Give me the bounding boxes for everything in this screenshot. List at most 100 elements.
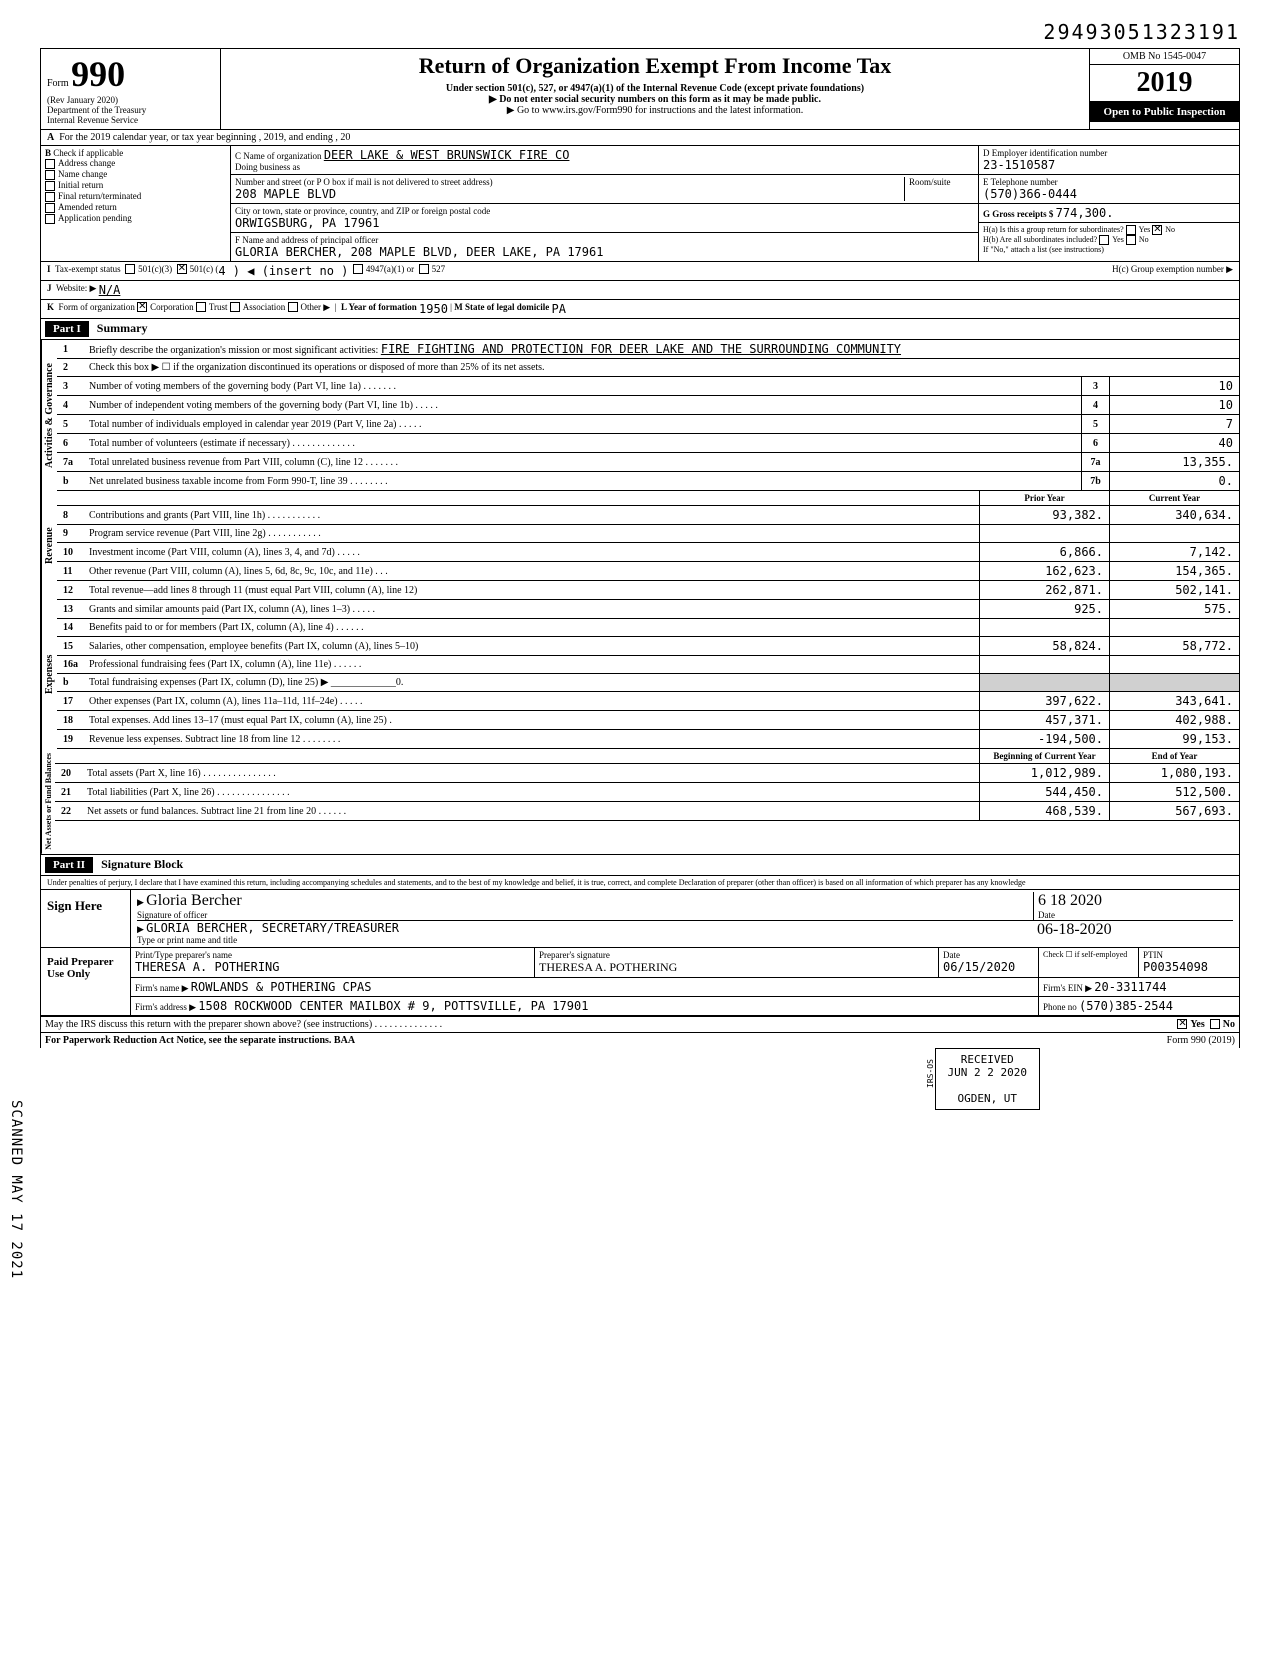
opt-4947: 4947(a)(1) or	[366, 264, 414, 278]
prep-name-label: Print/Type preparer's name	[135, 950, 232, 960]
line-i: I Tax-exempt status 501(c)(3) 501(c) ( 4…	[40, 262, 1240, 281]
opt-other: Other ▶	[301, 302, 331, 316]
firm-addr-label: Firm's address ▶	[135, 1002, 196, 1012]
e-label: E Telephone number	[983, 177, 1058, 187]
checkbox-final[interactable]	[45, 192, 55, 202]
side-netassets: Net Assets or Fund Balances	[41, 749, 55, 854]
part2-header: Part II	[45, 857, 93, 873]
paid-preparer-label: Paid Preparer Use Only	[41, 948, 131, 1015]
line-12: 12 Total revenue—add lines 8 through 11 …	[57, 581, 1239, 600]
checkbox-initial[interactable]	[45, 181, 55, 191]
line-18: 18 Total expenses. Add lines 13–17 (must…	[57, 711, 1239, 730]
line-b: b Total fundraising expenses (Part IX, c…	[57, 674, 1239, 692]
line1-label: Briefly describe the organization's miss…	[89, 345, 378, 356]
ha-no[interactable]	[1152, 225, 1162, 235]
date-label2: Date	[943, 950, 960, 960]
irs: Internal Revenue Service	[47, 115, 214, 125]
received-stamp: IRS-OS RECEIVED JUN 2 2 2020 OGDEN, UT	[935, 1048, 1040, 1110]
received: RECEIVED	[948, 1053, 1027, 1066]
room-label: Room/suite	[904, 177, 974, 201]
side-revenue: Revenue	[41, 491, 57, 600]
gov-line-4: 4 Number of independent voting members o…	[57, 396, 1239, 415]
opt-501c: 501(c) (	[190, 264, 219, 278]
form-note2: ▶ Go to www.irs.gov/Form990 for instruct…	[225, 105, 1085, 116]
checkbox-name-change[interactable]	[45, 170, 55, 180]
cb-trust[interactable]	[196, 302, 206, 312]
cb-assoc[interactable]	[230, 302, 240, 312]
hb-note: If "No," attach a list (see instructions…	[983, 245, 1104, 254]
form-note1: ▶ Do not enter social security numbers o…	[225, 94, 1085, 105]
year-formation: 1950	[419, 302, 448, 316]
signature-block: Sign Here ▶ Gloria Bercher Signature of …	[40, 890, 1240, 1017]
opt-name-change: Name change	[58, 169, 107, 179]
website-label: Website: ▶	[56, 283, 96, 297]
cb-501c3[interactable]	[125, 264, 135, 274]
hb-no[interactable]	[1126, 235, 1136, 245]
opt-trust: Trust	[209, 302, 228, 316]
col-end: End of Year	[1109, 749, 1239, 763]
checkbox-amended[interactable]	[45, 203, 55, 213]
line-k: K Form of organization Corporation Trust…	[40, 300, 1240, 319]
cb-4947[interactable]	[353, 264, 363, 274]
dba-label: Doing business as	[235, 162, 300, 172]
checkbox-address-change[interactable]	[45, 159, 55, 169]
perjury-statement: Under penalties of perjury, I declare th…	[40, 876, 1240, 890]
org-info-block: B Check if applicable Address change Nam…	[40, 146, 1240, 262]
opt-final: Final return/terminated	[58, 191, 141, 201]
discuss-no[interactable]	[1210, 1019, 1220, 1029]
checkbox-pending[interactable]	[45, 214, 55, 224]
sig-date: 6 18 2020	[1038, 892, 1102, 909]
discuss-row: May the IRS discuss this return with the…	[40, 1017, 1240, 1033]
officer-name-title: GLORIA BERCHER, SECRETARY/TREASURER	[146, 921, 399, 935]
form-header: Form 990 (Rev January 2020) Department o…	[40, 48, 1240, 130]
footer: For Paperwork Reduction Act Notice, see …	[40, 1033, 1240, 1048]
hb-yes[interactable]	[1099, 235, 1109, 245]
netassets-section: Net Assets or Fund Balances Beginning of…	[40, 749, 1240, 855]
mission: FIRE FIGHTING AND PROTECTION FOR DEER LA…	[381, 342, 901, 356]
state-domicile: PA	[551, 302, 565, 316]
website: N/A	[99, 283, 121, 297]
col-current: Current Year	[1109, 491, 1239, 505]
line-17: 17 Other expenses (Part IX, column (A), …	[57, 692, 1239, 711]
gov-line-7a: 7a Total unrelated business revenue from…	[57, 453, 1239, 472]
part1-title: Summary	[89, 321, 148, 336]
irs-os: IRS-OS	[925, 1059, 934, 1088]
firm-phone-label: Phone no	[1043, 1002, 1077, 1012]
form-number: 990	[71, 54, 125, 94]
firm-ein-label: Firm's EIN ▶	[1043, 983, 1092, 993]
part1-header: Part I	[45, 321, 89, 337]
col-prior: Prior Year	[979, 491, 1109, 505]
opt-527: 527	[432, 264, 446, 278]
line-15: 15 Salaries, other compensation, employe…	[57, 637, 1239, 656]
gross-receipts: 774,300.	[1056, 206, 1114, 220]
form-label: Form	[47, 78, 69, 89]
line-13: 13 Grants and similar amounts paid (Part…	[57, 600, 1239, 619]
cb-corp[interactable]	[137, 302, 147, 312]
side-governance: Activities & Governance	[41, 340, 57, 491]
firm-name: ROWLANDS & POTHERING CPAS	[191, 980, 372, 994]
discuss-yes[interactable]	[1177, 1019, 1187, 1029]
prep-sig: THERESA A. POTHERING	[539, 960, 677, 974]
gov-line-5: 5 Total number of individuals employed i…	[57, 415, 1239, 434]
cb-other[interactable]	[288, 302, 298, 312]
name-title-label: Type or print name and title	[137, 935, 237, 945]
check-label: Check if applicable	[53, 148, 123, 158]
gov-line-b: b Net unrelated business taxable income …	[57, 472, 1239, 491]
hc-label: H(c) Group exemption number ▶	[1112, 264, 1233, 278]
gov-line-6: 6 Total number of volunteers (estimate i…	[57, 434, 1239, 453]
officer-name-addr: GLORIA BERCHER, 208 MAPLE BLVD, DEER LAK…	[235, 245, 603, 259]
f-label: F Name and address of principal officer	[235, 235, 378, 245]
ha-label: H(a) Is this a group return for subordin…	[983, 225, 1124, 234]
line-22: 22 Net assets or fund balances. Subtract…	[55, 802, 1239, 821]
form-subtitle: Under section 501(c), 527, or 4947(a)(1)…	[225, 83, 1085, 94]
opt-501c3: 501(c)(3)	[138, 264, 172, 278]
cb-501c[interactable]	[177, 264, 187, 274]
cb-527[interactable]	[419, 264, 429, 274]
open-public: Open to Public Inspection	[1090, 102, 1239, 122]
prep-name: THERESA A. POTHERING	[135, 960, 280, 974]
g-label: G Gross receipts $	[983, 209, 1053, 219]
insert-no: 4 ) ◀ (insert no )	[218, 264, 348, 278]
ha-yes[interactable]	[1126, 225, 1136, 235]
ogden: OGDEN, UT	[948, 1092, 1027, 1105]
year-formation-label: L Year of formation	[341, 302, 417, 316]
